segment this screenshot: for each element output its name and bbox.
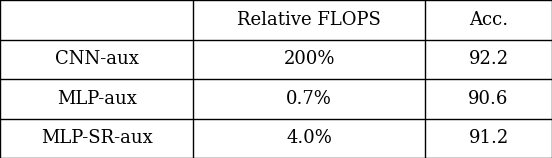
Text: 91.2: 91.2 bbox=[469, 129, 508, 147]
Text: 90.6: 90.6 bbox=[468, 90, 509, 108]
Text: 200%: 200% bbox=[283, 50, 335, 68]
Text: 0.7%: 0.7% bbox=[286, 90, 332, 108]
Text: Relative FLOPS: Relative FLOPS bbox=[237, 11, 381, 29]
Text: 92.2: 92.2 bbox=[469, 50, 508, 68]
Text: MLP-aux: MLP-aux bbox=[57, 90, 136, 108]
Text: CNN-aux: CNN-aux bbox=[55, 50, 139, 68]
Text: Acc.: Acc. bbox=[469, 11, 508, 29]
Text: 4.0%: 4.0% bbox=[286, 129, 332, 147]
Text: MLP-SR-aux: MLP-SR-aux bbox=[41, 129, 152, 147]
